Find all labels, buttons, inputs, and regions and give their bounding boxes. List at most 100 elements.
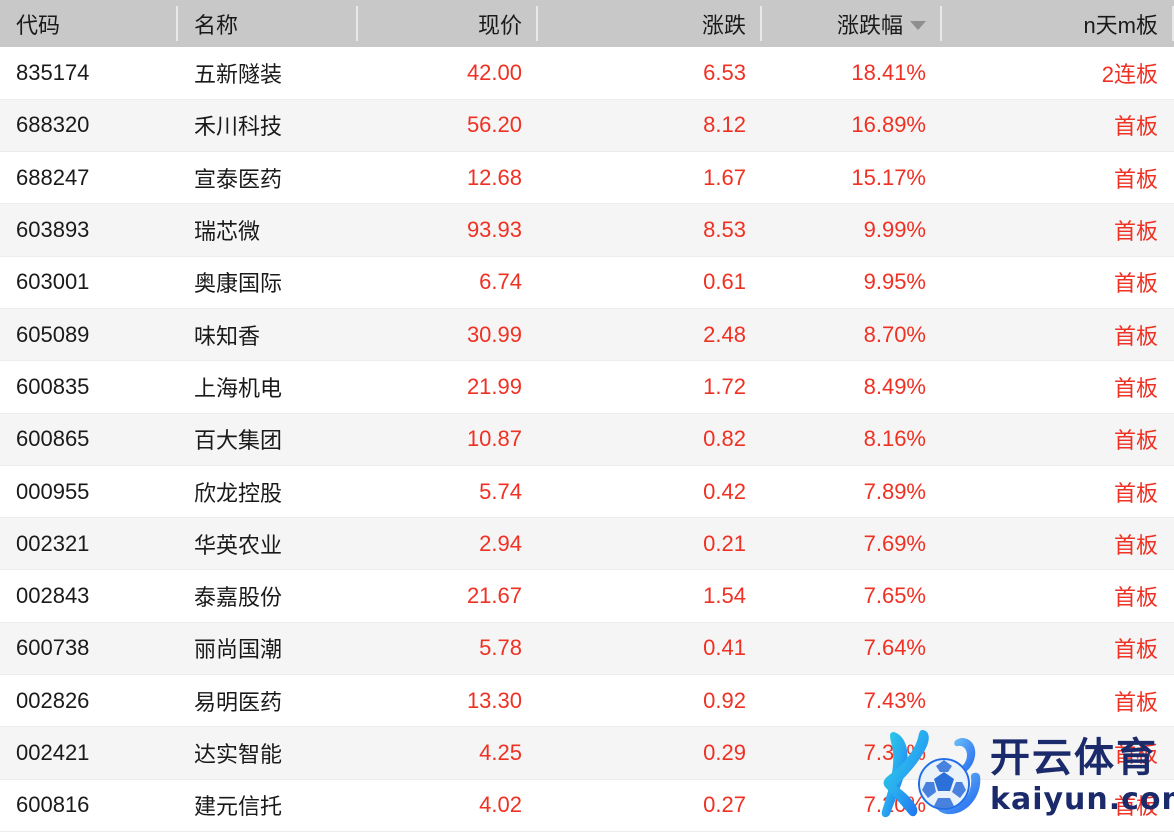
cell-name: 上海机电 — [178, 360, 358, 414]
cell-price: 10.87 — [358, 413, 538, 466]
cell-code: 000955 — [0, 465, 178, 519]
table-row[interactable]: 603001 奥康国际 6.74 0.61 9.95% 首板 — [0, 256, 1174, 309]
table-row[interactable]: 002421 达实智能 4.25 0.29 7.32% 首板 — [0, 726, 1174, 780]
cell-code: 603001 — [0, 256, 178, 309]
cell-pct: 18.41% — [762, 47, 942, 100]
column-header-price[interactable]: 现价 — [358, 0, 538, 47]
column-header-change-percent-label: 涨跌幅 — [836, 12, 903, 38]
cell-name: 味知香 — [178, 308, 358, 362]
cell-chg: 0.29 — [538, 726, 762, 780]
cell-code: 002421 — [0, 726, 178, 780]
cell-price: 5.78 — [358, 622, 538, 676]
cell-board: 2连板 — [942, 47, 1174, 100]
cell-pct: 8.16% — [762, 413, 942, 466]
table-row[interactable]: 002321 华英农业 2.94 0.21 7.69% 首板 — [0, 517, 1174, 571]
column-header-board-label: n天m板 — [1083, 12, 1158, 38]
cell-chg: 1.67 — [538, 151, 762, 205]
cell-code: 600738 — [0, 622, 178, 676]
cell-name: 宣泰医药 — [178, 151, 358, 205]
cell-board: 首板 — [942, 465, 1174, 519]
column-header-board[interactable]: n天m板 — [942, 0, 1174, 47]
table-row[interactable]: 600835 上海机电 21.99 1.72 8.49% 首板 — [0, 360, 1174, 414]
cell-chg: 0.27 — [538, 779, 762, 832]
column-header-name[interactable]: 名称 — [178, 0, 358, 47]
cell-pct: 9.95% — [762, 256, 942, 309]
cell-pct: 7.64% — [762, 622, 942, 676]
cell-price: 56.20 — [358, 99, 538, 153]
cell-price: 12.68 — [358, 151, 538, 205]
caret-down-icon[interactable] — [910, 21, 926, 30]
table-row[interactable]: 000955 欣龙控股 5.74 0.42 7.89% 首板 — [0, 465, 1174, 519]
cell-name: 丽尚国潮 — [178, 622, 358, 676]
cell-chg: 1.72 — [538, 360, 762, 414]
table-row[interactable]: 600865 百大集团 10.87 0.82 8.16% 首板 — [0, 413, 1174, 466]
cell-code: 600865 — [0, 413, 178, 466]
cell-pct: 7.32% — [762, 726, 942, 780]
cell-pct: 15.17% — [762, 151, 942, 205]
cell-name: 华英农业 — [178, 517, 358, 571]
column-header-change-percent[interactable]: 涨跌幅 — [762, 0, 942, 47]
cell-name: 百大集团 — [178, 413, 358, 466]
cell-code: 688320 — [0, 99, 178, 153]
cell-name: 易明医药 — [178, 674, 358, 728]
cell-board: 首板 — [942, 99, 1174, 153]
column-header-code-label: 代码 — [16, 12, 61, 38]
cell-board: 首板 — [942, 256, 1174, 309]
cell-price: 93.93 — [358, 203, 538, 257]
cell-pct: 16.89% — [762, 99, 942, 153]
cell-board: 首板 — [942, 674, 1174, 728]
cell-price: 21.67 — [358, 569, 538, 623]
table-row[interactable]: 688320 禾川科技 56.20 8.12 16.89% 首板 — [0, 99, 1174, 153]
cell-board: 首板 — [942, 151, 1174, 205]
cell-price: 6.74 — [358, 256, 538, 309]
table-row[interactable]: 605089 味知香 30.99 2.48 8.70% 首板 — [0, 308, 1174, 362]
cell-board: 首板 — [942, 413, 1174, 466]
column-header-name-label: 名称 — [194, 12, 239, 38]
cell-chg: 0.61 — [538, 256, 762, 309]
cell-pct: 8.70% — [762, 308, 942, 362]
cell-name: 欣龙控股 — [178, 465, 358, 519]
cell-name: 泰嘉股份 — [178, 569, 358, 623]
cell-board: 首板 — [942, 203, 1174, 257]
cell-code: 603893 — [0, 203, 178, 257]
cell-price: 2.94 — [358, 517, 538, 571]
column-header-price-label: 现价 — [477, 12, 522, 38]
cell-chg: 0.21 — [538, 517, 762, 571]
table-row[interactable]: 600816 建元信托 4.02 0.27 7.20% 首板 — [0, 779, 1174, 832]
cell-pct: 8.49% — [762, 360, 942, 414]
cell-code: 002843 — [0, 569, 178, 623]
cell-pct: 7.43% — [762, 674, 942, 728]
table-row[interactable]: 002843 泰嘉股份 21.67 1.54 7.65% 首板 — [0, 569, 1174, 623]
cell-code: 688247 — [0, 151, 178, 205]
column-header-code[interactable]: 代码 — [0, 0, 178, 47]
cell-chg: 0.82 — [538, 413, 762, 466]
cell-board: 首板 — [942, 779, 1174, 832]
cell-code: 600835 — [0, 360, 178, 414]
cell-code: 002321 — [0, 517, 178, 571]
cell-chg: 2.48 — [538, 308, 762, 362]
cell-pct: 9.99% — [762, 203, 942, 257]
cell-chg: 6.53 — [538, 47, 762, 100]
cell-code: 600816 — [0, 779, 178, 832]
table-body: 835174 五新隧装 42.00 6.53 18.41% 2连板 688320 禾川科技 56… — [0, 47, 1174, 832]
table-row[interactable]: 002826 易明医药 13.30 0.92 7.43% 首板 — [0, 674, 1174, 728]
cell-chg: 0.92 — [538, 674, 762, 728]
table-row[interactable]: 688247 宣泰医药 12.68 1.67 15.17% 首板 — [0, 151, 1174, 205]
column-header-change[interactable]: 涨跌 — [538, 0, 762, 47]
cell-chg: 8.12 — [538, 99, 762, 153]
cell-chg: 0.41 — [538, 622, 762, 676]
cell-board: 首板 — [942, 622, 1174, 676]
cell-name: 瑞芯微 — [178, 203, 358, 257]
cell-name: 奥康国际 — [178, 256, 358, 309]
cell-board: 首板 — [942, 517, 1174, 571]
cell-chg: 1.54 — [538, 569, 762, 623]
table-header: 代码 名称 现价 涨跌 涨跌幅 n天m板 — [0, 0, 1174, 47]
cell-board: 首板 — [942, 569, 1174, 623]
table-row[interactable]: 603893 瑞芯微 93.93 8.53 9.99% 首板 — [0, 203, 1174, 257]
cell-pct: 7.69% — [762, 517, 942, 571]
cell-code: 605089 — [0, 308, 178, 362]
table-row[interactable]: 835174 五新隧装 42.00 6.53 18.41% 2连板 — [0, 47, 1174, 100]
table-row[interactable]: 600738 丽尚国潮 5.78 0.41 7.64% 首板 — [0, 622, 1174, 676]
cell-price: 42.00 — [358, 47, 538, 100]
